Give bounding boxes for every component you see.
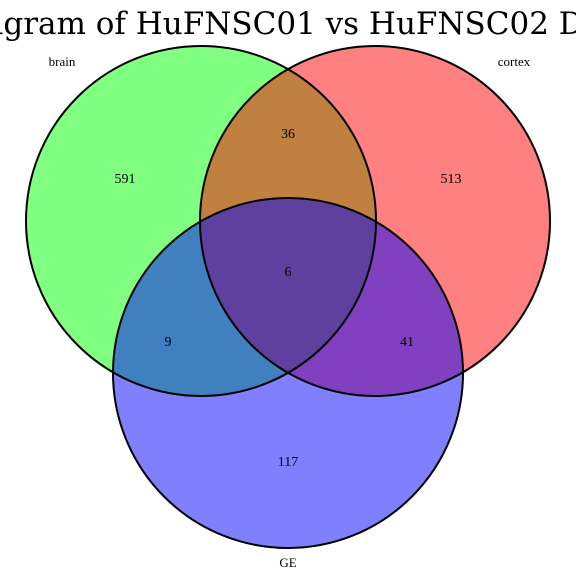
ge-only-count: 117: [278, 455, 298, 470]
all-sets-count: 6: [285, 265, 292, 280]
cortex-ge-count: 41: [400, 335, 414, 350]
ge-set-label: GE: [279, 555, 296, 570]
brain-ge-count: 9: [165, 335, 172, 350]
chart-title: Venn diagram of HuFNSC01 vs HuFNSC02 DE …: [0, 6, 576, 42]
brain-cortex-count: 36: [281, 127, 295, 142]
brain-only-count: 591: [115, 172, 136, 187]
ge-circle-outline: [112, 197, 464, 549]
cortex-only-count: 513: [441, 172, 462, 187]
cortex-set-label: cortex: [498, 54, 531, 69]
brain-set-label: brain: [49, 54, 76, 69]
